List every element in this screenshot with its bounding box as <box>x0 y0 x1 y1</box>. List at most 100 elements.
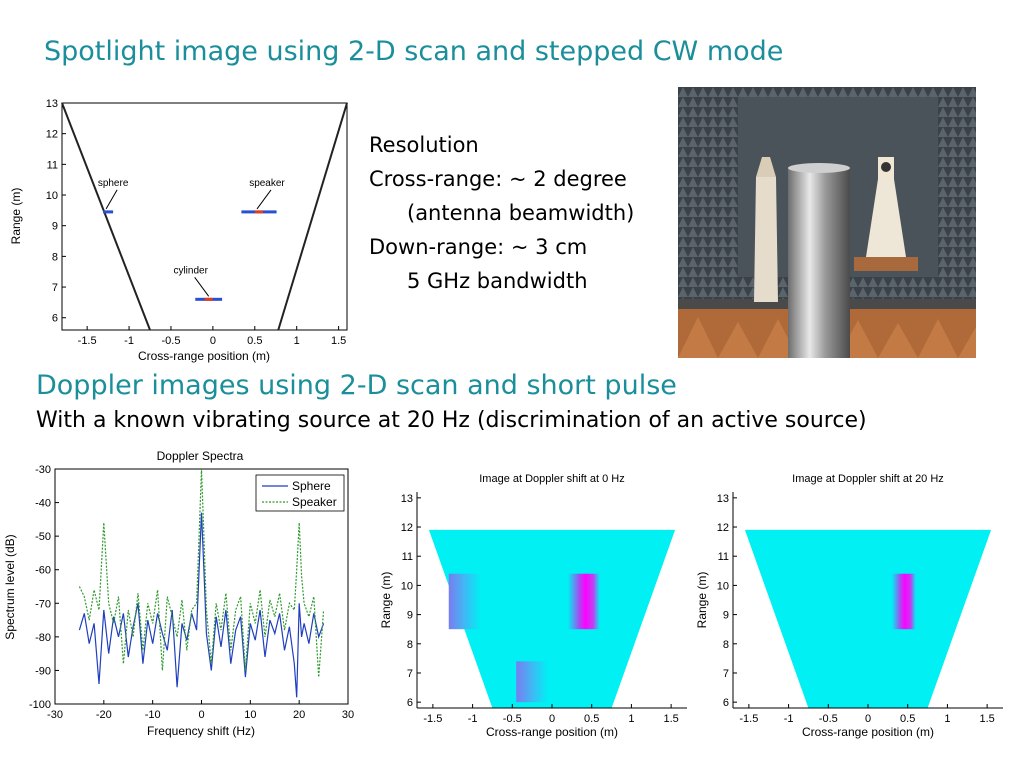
doppler-spectra-ylabel: Spectrum level (dB) <box>3 534 17 639</box>
doppler-0hz-ytick-label: 13 <box>401 493 413 505</box>
doppler-20hz-ytick-label: 9 <box>723 610 729 622</box>
target-sphere-blob <box>103 210 114 214</box>
spotlight-ytick-label: 12 <box>46 129 58 141</box>
doppler-20hz-xtick-label: -1 <box>784 713 794 725</box>
doppler-20hz-image: Image at Doppler shift at 20 Hz -1.5 -1 -0… <box>695 473 1003 739</box>
doppler-20hz-ytick-label: 7 <box>723 668 729 680</box>
doppler-20hz-xtick-label: 1 <box>944 713 950 725</box>
doppler-20hz-ytick-label: 8 <box>723 639 729 651</box>
doppler-spectra-xtick-label: 0 <box>198 709 204 721</box>
doppler-spectra-ytick-label: -30 <box>35 464 51 476</box>
doppler-0hz-xtick-label: 1.5 <box>663 713 678 725</box>
legend-sphere-label: Sphere <box>292 479 331 493</box>
doppler-20hz-body: -1.5 -1 -0.5 0 0.5 1 1.5 6 7 8 9 10 11 12 13 <box>717 492 1003 725</box>
section-subtitle: With a known vibrating source at 20 Hz (… <box>36 408 867 433</box>
section-title: Doppler images using 2-D scan and short … <box>36 370 677 401</box>
spotlight-plot-area <box>61 102 348 331</box>
doppler-0hz-ytick-label: 9 <box>407 610 413 622</box>
doppler-0hz-xtick-label: 0 <box>549 713 555 725</box>
doppler-spectra-legend: Sphere Speaker <box>255 474 345 512</box>
anechoic-chamber-photo <box>678 87 976 358</box>
doppler-0hz-xtick-label: 0.5 <box>584 713 599 725</box>
doppler-0hz-xtick-label: -1 <box>468 713 478 725</box>
doppler-20hz-xtick-label: 0.5 <box>900 713 915 725</box>
spotlight-ytick-label: 10 <box>46 190 58 202</box>
spotlight-xtick-label: -1.5 <box>78 335 97 347</box>
doppler-spectra-ytick-label: -80 <box>35 632 51 644</box>
doppler-spectra-xlabel: Frequency shift (Hz) <box>147 724 255 738</box>
down-range-note: 5 GHz bandwidth <box>407 269 588 293</box>
legend-speaker-label: Speaker <box>292 495 337 509</box>
doppler-spectra-lines <box>78 468 325 698</box>
doppler-spectra-ytick-label: -90 <box>35 665 51 677</box>
doppler-spectra-xtick-label: 30 <box>342 709 354 721</box>
doppler-20hz-xlabel: Cross-range position (m) <box>802 725 934 739</box>
spotlight-xtick-label: 1.5 <box>331 335 346 347</box>
cross-range-text: Cross-range: ~ 2 degree <box>369 167 627 191</box>
spotlight-xtick-label: 0.5 <box>247 335 262 347</box>
target-speaker-arrow <box>256 189 272 210</box>
resolution-heading: Resolution <box>369 133 479 157</box>
spotlight-ylabel: Range (m) <box>9 188 23 245</box>
doppler-spectra-xtick-label: -20 <box>96 709 112 721</box>
doppler-spectra-xtick-label: 20 <box>293 709 305 721</box>
doppler-20hz-hotspot-speaker <box>891 573 916 630</box>
doppler-20hz-ytick-label: 13 <box>717 493 729 505</box>
doppler-20hz-title: Image at Doppler shift at 20 Hz <box>792 473 944 485</box>
beam-edge-line <box>277 102 348 331</box>
doppler-0hz-ytick-label: 8 <box>407 639 413 651</box>
target-sphere-arrow <box>105 189 118 210</box>
spotlight-ytick-label: 9 <box>52 221 58 233</box>
spotlight-image-chart: -1.5 -1 -0.5 0 0.5 1 1.5 6 7 8 9 10 11 12 13 sphere spe… <box>9 98 348 363</box>
resolution-block: Resolution Cross-range: ~ 2 degree (ante… <box>369 128 634 298</box>
doppler-0hz-body: -1.5 -1 -0.5 0 0.5 1 1.5 6 7 8 9 10 11 12 13 <box>401 492 687 725</box>
doppler-0hz-xtick-label: -0.5 <box>503 713 522 725</box>
doppler-spectra-xtick-label: -10 <box>145 709 161 721</box>
doppler-20hz-ytick-label: 6 <box>723 697 729 709</box>
cross-range-note: (antenna beamwidth) <box>407 201 635 225</box>
spotlight-xtick-label: -1 <box>124 335 134 347</box>
target-speaker-label: speaker <box>249 178 285 189</box>
down-range-text: Down-range: ~ 3 cm <box>369 235 588 259</box>
doppler-spectra-ytick-label: -50 <box>35 531 51 543</box>
target-speaker-core <box>254 210 263 214</box>
doppler-20hz-ytick-label: 12 <box>717 522 729 534</box>
series-speaker-line <box>78 468 325 678</box>
doppler-spectra-chart: Doppler Spectra -30 -20 -10 0 10 20 30-30-40-5… <box>3 449 354 738</box>
spotlight-xtick-label: 1 <box>294 335 300 347</box>
doppler-0hz-ytick-label: 7 <box>407 668 413 680</box>
chamber-illustration <box>678 87 976 358</box>
doppler-0hz-hotspot-sphere <box>448 573 481 630</box>
page-title: Spotlight image using 2-D scan and stepp… <box>44 36 784 67</box>
doppler-0hz-xtick-label: -1.5 <box>423 713 442 725</box>
doppler-20hz-xtick-label: 0 <box>865 713 871 725</box>
doppler-spectra-ytick-label: -60 <box>35 565 51 577</box>
target-sphere-label: sphere <box>98 178 129 189</box>
spotlight-ytick-label: 11 <box>47 159 58 171</box>
series-sphere-line <box>78 512 325 698</box>
doppler-0hz-ytick-label: 10 <box>401 580 413 592</box>
doppler-spectra-xtick-label: 10 <box>244 709 256 721</box>
doppler-20hz-xtick-label: -0.5 <box>819 713 838 725</box>
doppler-spectra-ytick-label: -40 <box>35 498 51 510</box>
target-cylinder-core <box>204 297 213 301</box>
doppler-20hz-xtick-label: -1.5 <box>739 713 758 725</box>
beam-edge-line <box>61 102 151 331</box>
doppler-20hz-ylabel: Range (m) <box>695 572 709 629</box>
spotlight-ytick-label: 8 <box>52 251 58 263</box>
doppler-0hz-ytick-label: 11 <box>402 551 413 563</box>
doppler-0hz-ytick-label: 6 <box>407 697 413 709</box>
spotlight-marks: sphere speaker cylinder <box>61 102 348 331</box>
doppler-20hz-ytick-label: 10 <box>717 580 729 592</box>
doppler-0hz-title: Image at Doppler shift at 0 Hz <box>479 473 625 485</box>
doppler-0hz-hotspot-cylinder <box>516 661 549 703</box>
doppler-0hz-ylabel: Range (m) <box>379 572 393 629</box>
spotlight-xlabel: Cross-range position (m) <box>138 349 270 363</box>
doppler-0hz-ytick-label: 12 <box>401 522 413 534</box>
spotlight-xtick-label: 0 <box>210 335 216 347</box>
target-cylinder-arrow <box>194 277 210 297</box>
doppler-20hz-ytick-label: 11 <box>718 551 729 563</box>
doppler-spectra-ytick-label: -100 <box>29 699 51 711</box>
doppler-0hz-image: Image at Doppler shift at 0 Hz -1.5 -1 -0.… <box>379 473 687 739</box>
target-cylinder-label: cylinder <box>173 265 208 276</box>
